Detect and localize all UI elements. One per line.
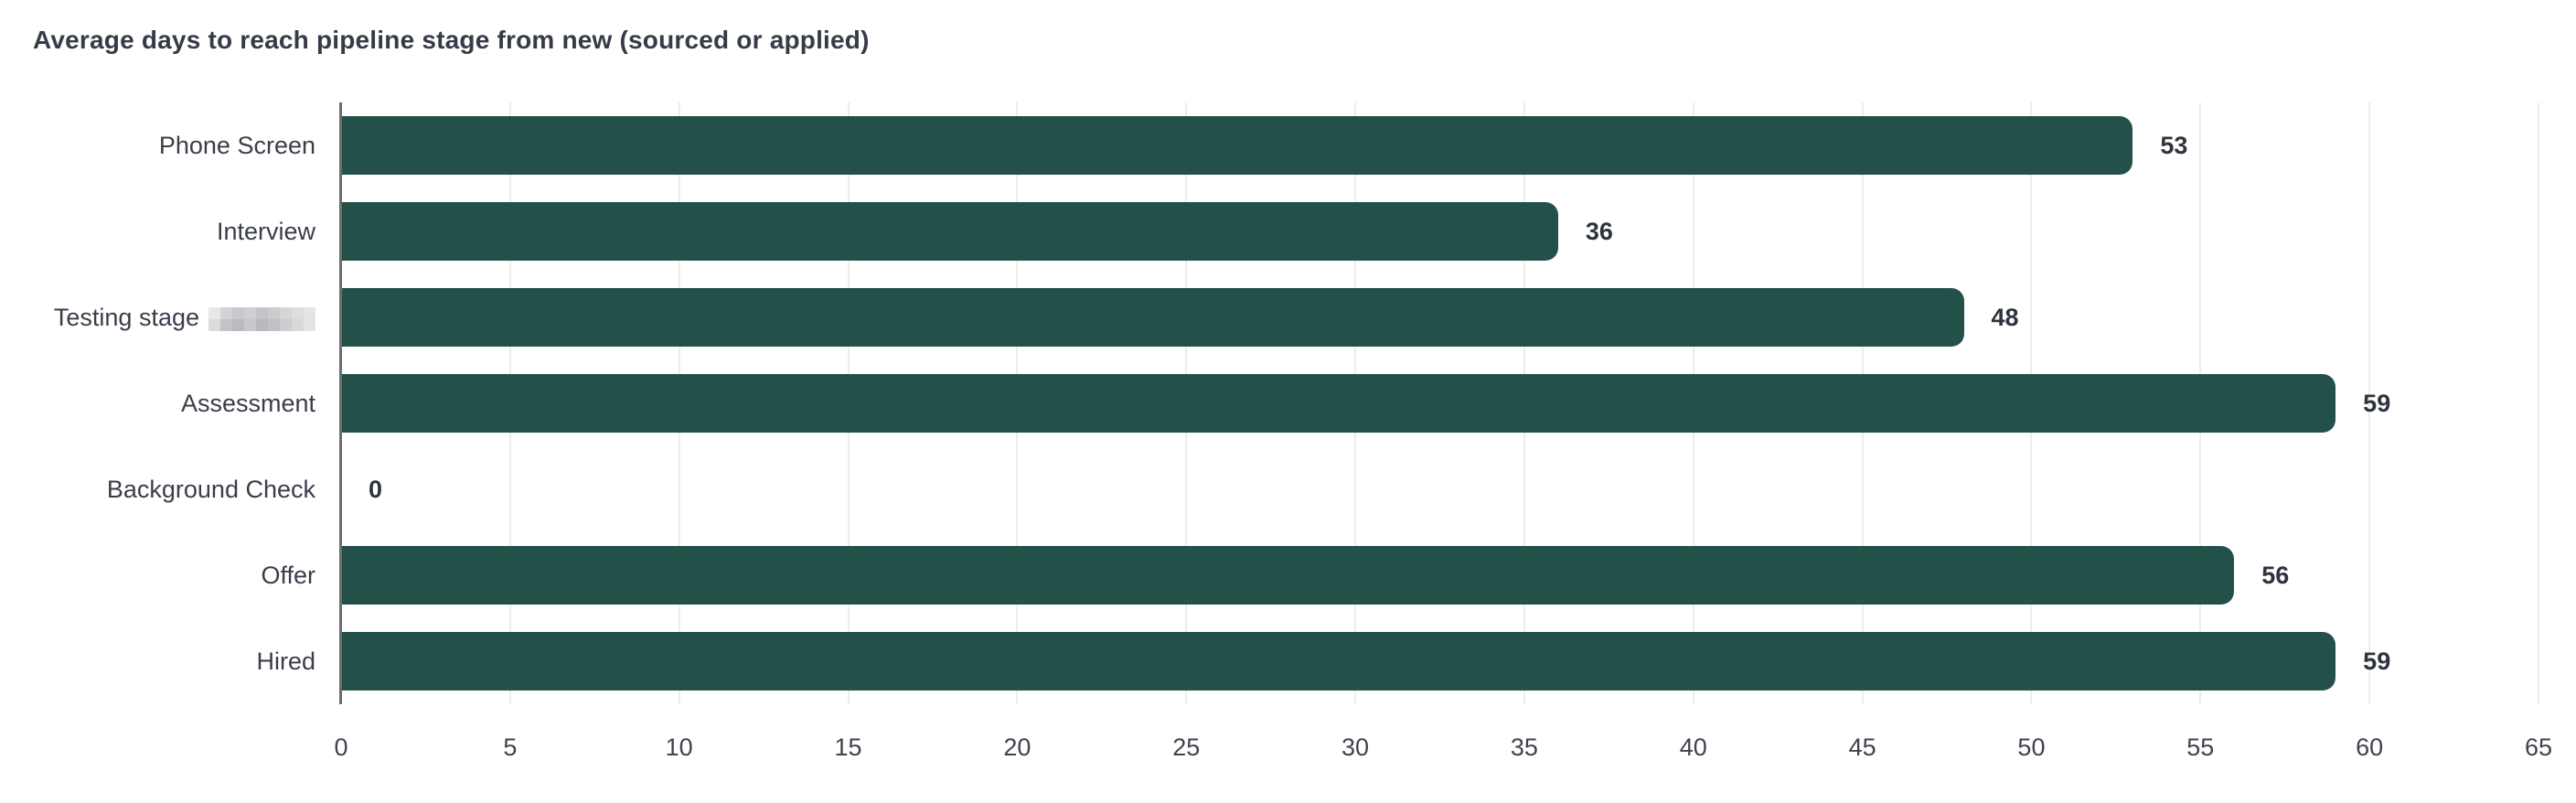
redact-pixel xyxy=(256,307,268,319)
gridline-x-65 xyxy=(2538,102,2539,704)
bar-row-assessment: 59 xyxy=(341,360,2539,446)
x-tick-label-40: 40 xyxy=(1679,733,1707,761)
category-label-assessment: Assessment xyxy=(0,360,315,446)
category-label-interview: Interview xyxy=(0,188,315,274)
redact-pixel xyxy=(292,307,304,319)
category-label-background-check: Background Check xyxy=(0,446,315,532)
redact-pixel xyxy=(208,319,220,331)
gridline-x-60 xyxy=(2368,102,2371,704)
bar-value-label-hired: 59 xyxy=(2363,647,2391,675)
x-tick-label-20: 20 xyxy=(1003,733,1031,761)
bar-row-interview: 36 xyxy=(341,188,2539,274)
category-label-text: Hired xyxy=(256,647,315,675)
bar-value-label-background-check: 0 xyxy=(369,475,383,503)
redact-pixel xyxy=(280,307,292,319)
x-tick-label-50: 50 xyxy=(2017,733,2046,761)
bar-row-testing-stage: 48 xyxy=(341,274,2539,360)
bar-testing-stage[interactable] xyxy=(341,288,1964,347)
redact-pixel xyxy=(268,307,280,319)
plot-area: 53 36 48 59 0 56 59 xyxy=(339,102,2539,704)
bar-interview[interactable] xyxy=(341,202,1558,261)
category-label-testing-stage: Testing stage xyxy=(0,274,315,360)
bar-hired[interactable] xyxy=(341,632,2336,691)
category-label-text: Phone Screen xyxy=(158,131,315,159)
redact-pixel xyxy=(244,307,256,319)
redact-pixel xyxy=(280,319,292,331)
category-label-text: Interview xyxy=(216,217,315,245)
y-axis-line xyxy=(339,102,342,704)
redact-pixel xyxy=(268,319,280,331)
bar-value-label-phone-screen: 53 xyxy=(2160,131,2188,159)
category-label-phone-screen: Phone Screen xyxy=(0,102,315,188)
redact-pixel xyxy=(304,307,315,319)
bar-phone-screen[interactable] xyxy=(341,116,2133,175)
x-tick-label-5: 5 xyxy=(503,733,518,761)
category-label-text: Assessment xyxy=(180,389,315,417)
x-tick-label-60: 60 xyxy=(2356,733,2384,761)
redact-pixel xyxy=(220,307,232,319)
x-tick-label-25: 25 xyxy=(1172,733,1201,761)
redact-pixel xyxy=(220,319,232,331)
category-label-text: Background Check xyxy=(106,475,315,503)
category-label-hired: Hired xyxy=(0,618,315,704)
x-tick-label-10: 10 xyxy=(665,733,693,761)
x-tick-label-30: 30 xyxy=(1341,733,1370,761)
redact-pixel xyxy=(208,307,220,319)
x-tick-label-0: 0 xyxy=(334,733,348,761)
redact-pixel xyxy=(244,319,256,331)
redact-pixel xyxy=(232,319,244,331)
bar-row-background-check: 0 xyxy=(341,446,2539,532)
redact-pixel xyxy=(304,319,315,331)
bar-value-label-testing-stage: 48 xyxy=(1991,303,2019,331)
x-tick-label-15: 15 xyxy=(834,733,862,761)
category-label-text: Testing stage xyxy=(53,303,199,331)
bar-row-hired: 59 xyxy=(341,618,2539,704)
bar-value-label-offer: 56 xyxy=(2261,561,2290,589)
redact-pixel xyxy=(292,319,304,331)
x-tick-label-65: 65 xyxy=(2524,733,2553,761)
x-tick-label-35: 35 xyxy=(1510,733,1538,761)
bar-assessment[interactable] xyxy=(341,374,2336,433)
bar-offer[interactable] xyxy=(341,546,2235,605)
x-axis-tick-labels: 0 5 10 15 20 25 30 35 40 45 50 55 60 65 xyxy=(334,728,2552,768)
redact-pixel xyxy=(256,319,268,331)
redacted-text-blur xyxy=(208,307,315,331)
category-label-text: Offer xyxy=(261,561,315,589)
redact-pixel xyxy=(232,307,244,319)
x-tick-label-45: 45 xyxy=(1848,733,1876,761)
x-tick-label-55: 55 xyxy=(2186,733,2215,761)
chart-title: Average days to reach pipeline stage fro… xyxy=(33,26,870,54)
bar-row-phone-screen: 53 xyxy=(341,102,2539,188)
y-axis-category-labels: Phone Screen Interview Testing stage Assess… xyxy=(0,102,315,704)
category-label-offer: Offer xyxy=(0,532,315,618)
bar-value-label-interview: 36 xyxy=(1585,217,1613,245)
bar-row-offer: 56 xyxy=(341,532,2539,618)
bar-value-label-assessment: 59 xyxy=(2363,389,2391,417)
